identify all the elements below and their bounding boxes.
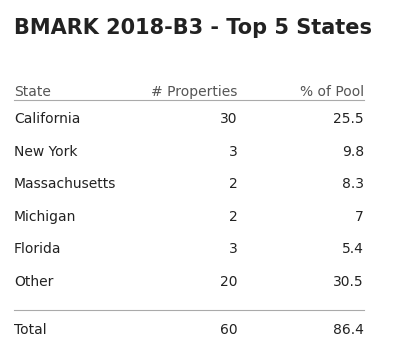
Text: 30: 30 — [220, 112, 237, 126]
Text: 86.4: 86.4 — [333, 323, 364, 337]
Text: 20: 20 — [220, 275, 237, 289]
Text: 3: 3 — [228, 145, 237, 159]
Text: Florida: Florida — [14, 242, 61, 256]
Text: 2: 2 — [228, 210, 237, 224]
Text: 60: 60 — [220, 323, 237, 337]
Text: California: California — [14, 112, 80, 126]
Text: % of Pool: % of Pool — [299, 85, 364, 99]
Text: 9.8: 9.8 — [341, 145, 364, 159]
Text: 25.5: 25.5 — [333, 112, 364, 126]
Text: 5.4: 5.4 — [342, 242, 364, 256]
Text: State: State — [14, 85, 51, 99]
Text: # Properties: # Properties — [151, 85, 237, 99]
Text: New York: New York — [14, 145, 77, 159]
Text: BMARK 2018-B3 - Top 5 States: BMARK 2018-B3 - Top 5 States — [14, 18, 372, 38]
Text: Massachusetts: Massachusetts — [14, 177, 116, 191]
Text: 30.5: 30.5 — [333, 275, 364, 289]
Text: Total: Total — [14, 323, 47, 337]
Text: Other: Other — [14, 275, 53, 289]
Text: 7: 7 — [355, 210, 364, 224]
Text: 3: 3 — [228, 242, 237, 256]
Text: 8.3: 8.3 — [342, 177, 364, 191]
Text: Michigan: Michigan — [14, 210, 76, 224]
Text: 2: 2 — [228, 177, 237, 191]
